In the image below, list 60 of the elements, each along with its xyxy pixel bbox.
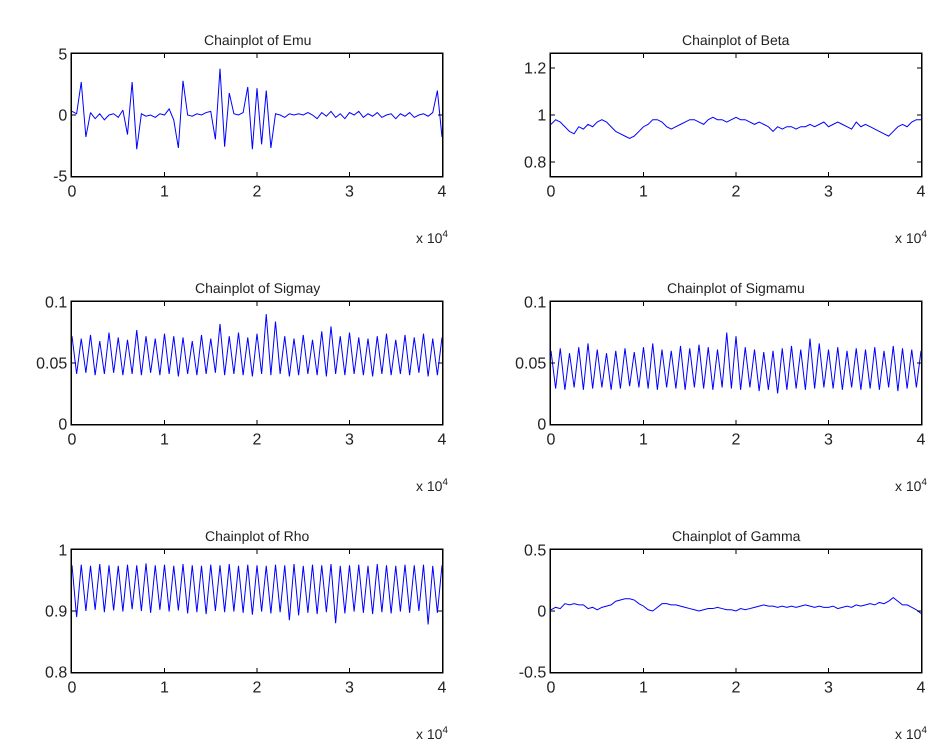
x-tick-label: 3 (345, 184, 354, 201)
y-tick-label: 0 (537, 604, 546, 621)
x-tick-label: 2 (732, 680, 741, 697)
text: x 10$^{4}$ (416, 229, 448, 246)
x-tick-label: 1 (639, 680, 648, 697)
chart-title: Chainplot of Sigmamu (667, 280, 805, 296)
x-tick-label: 3 (345, 432, 354, 449)
y-tick-label: 1 (58, 542, 68, 560)
x-tick-label: 2 (252, 184, 262, 201)
y-tick-label: 0.05 (515, 356, 546, 373)
x-tick-label: 3 (824, 184, 834, 201)
x-tick-label: 4 (438, 680, 447, 697)
x-tick-label: 1 (160, 432, 170, 449)
y-tick-label: 0.1 (45, 294, 68, 312)
y-tick-label: 0.05 (36, 356, 68, 373)
y-tick-label: -5 (53, 168, 68, 186)
chart-title: Chainplot of Rho (205, 528, 310, 544)
chart-title: Chainplot of Sigmay (195, 280, 320, 296)
y-tick-label: 0 (58, 108, 68, 125)
x-tick-label: 4 (438, 432, 447, 449)
text: x 10$^{4}$ (895, 725, 928, 742)
text: x 10$^{4}$ (416, 477, 448, 494)
y-tick-label: 0.1 (524, 294, 546, 312)
y-tick-label: 0.8 (45, 664, 68, 682)
x-tick-label: 3 (824, 680, 834, 697)
x-tick-label: 2 (252, 680, 262, 697)
y-tick-label: 0.5 (524, 542, 546, 560)
x-tick-label: 4 (916, 184, 926, 201)
x-tick-label: 4 (916, 680, 926, 697)
x-tick-label: 2 (732, 432, 741, 449)
y-tick-label: 0 (58, 416, 68, 434)
text: x 10$^{4}$ (416, 725, 448, 742)
x-tick-label: 2 (732, 184, 741, 201)
line-series (72, 562, 442, 625)
text: x 10$^{4}$ (895, 229, 928, 246)
x-tick-label: 3 (345, 680, 354, 697)
chart-title: Chainplot of Gamma (672, 528, 801, 544)
x-tick-label: 1 (160, 184, 170, 201)
y-tick-label: 0.8 (524, 154, 546, 172)
chart-title: Chainplot of Emu (204, 32, 312, 48)
y-tick-label: 0.9 (45, 604, 68, 621)
line-series (551, 116, 921, 139)
line-series (72, 68, 442, 150)
x-tick-label: 2 (252, 432, 262, 449)
x-tick-label: 1 (639, 184, 648, 201)
y-tick-label: 1 (537, 108, 546, 125)
x-tick-label: 4 (438, 184, 447, 201)
chart-title: Chainplot of Beta (682, 32, 790, 48)
x-tick-label: 1 (639, 432, 648, 449)
x-tick-label: 1 (160, 680, 170, 697)
line-series (551, 332, 921, 394)
x-tick-label: 3 (824, 432, 834, 449)
y-tick-label: 1.2 (524, 60, 546, 78)
y-tick-label: 0 (537, 416, 546, 434)
x-tick-label: 4 (916, 432, 926, 449)
text: x 10$^{4}$ (895, 477, 928, 494)
line-series (72, 314, 442, 377)
line-series (551, 597, 921, 614)
y-tick-label: 5 (58, 46, 68, 64)
y-tick-label: -0.5 (518, 664, 546, 682)
